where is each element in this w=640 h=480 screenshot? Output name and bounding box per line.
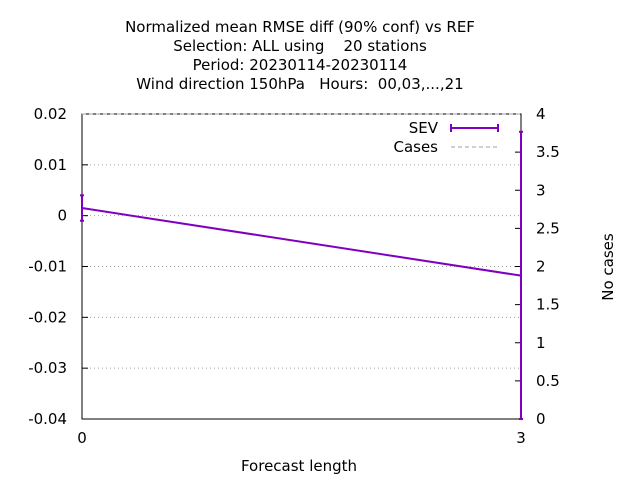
y-tick-label: 0.02 [34,105,67,123]
y2-tick-label: 2 [536,258,546,276]
title-line-4: Wind direction 150hPa Hours: 00,03,...,2… [136,75,463,93]
y2-tick-label: 3.5 [536,143,560,161]
legend-label-sev: SEV [409,119,439,137]
y-tick-label: -0.03 [28,359,67,377]
y-tick-label: 0 [57,207,67,225]
x-axis-label: Forecast length [241,457,357,475]
title-line-3: Period: 20230114-20230114 [193,56,408,74]
y2-tick-label: 0.5 [536,372,560,390]
y2-tick-label: 1.5 [536,296,560,314]
y-axis-right: 4 3.5 3 2.5 2 1.5 1 0.5 0 [515,105,560,428]
y-tick-label: -0.01 [28,258,67,276]
y2-tick-label: 4 [536,105,546,123]
y2-axis-label: No cases [599,233,617,301]
series-line-sev [81,207,522,277]
y2-tick-label: 1 [536,334,546,352]
y2-tick-label: 3 [536,181,546,199]
y-tick-label: 0.01 [34,156,67,174]
y2-tick-label: 2.5 [536,219,560,237]
y-tick-label: -0.04 [28,410,67,428]
legend-label-cases: Cases [393,138,438,156]
y2-tick-label: 0 [536,410,546,428]
y-axis-left: 0.02 0.01 0 -0.01 -0.02 -0.03 -0.04 [28,105,88,428]
series-layer [80,113,523,420]
x-tick-label: 0 [77,429,87,447]
y-tick-label: -0.02 [28,308,67,326]
title-line-2: Selection: ALL using 20 stations [173,37,427,55]
title-line-1: Normalized mean RMSE diff (90% conf) vs … [125,18,475,36]
legend: SEV Cases [393,119,499,156]
x-tick-label: 3 [516,429,526,447]
chart-title: Normalized mean RMSE diff (90% conf) vs … [125,18,475,93]
